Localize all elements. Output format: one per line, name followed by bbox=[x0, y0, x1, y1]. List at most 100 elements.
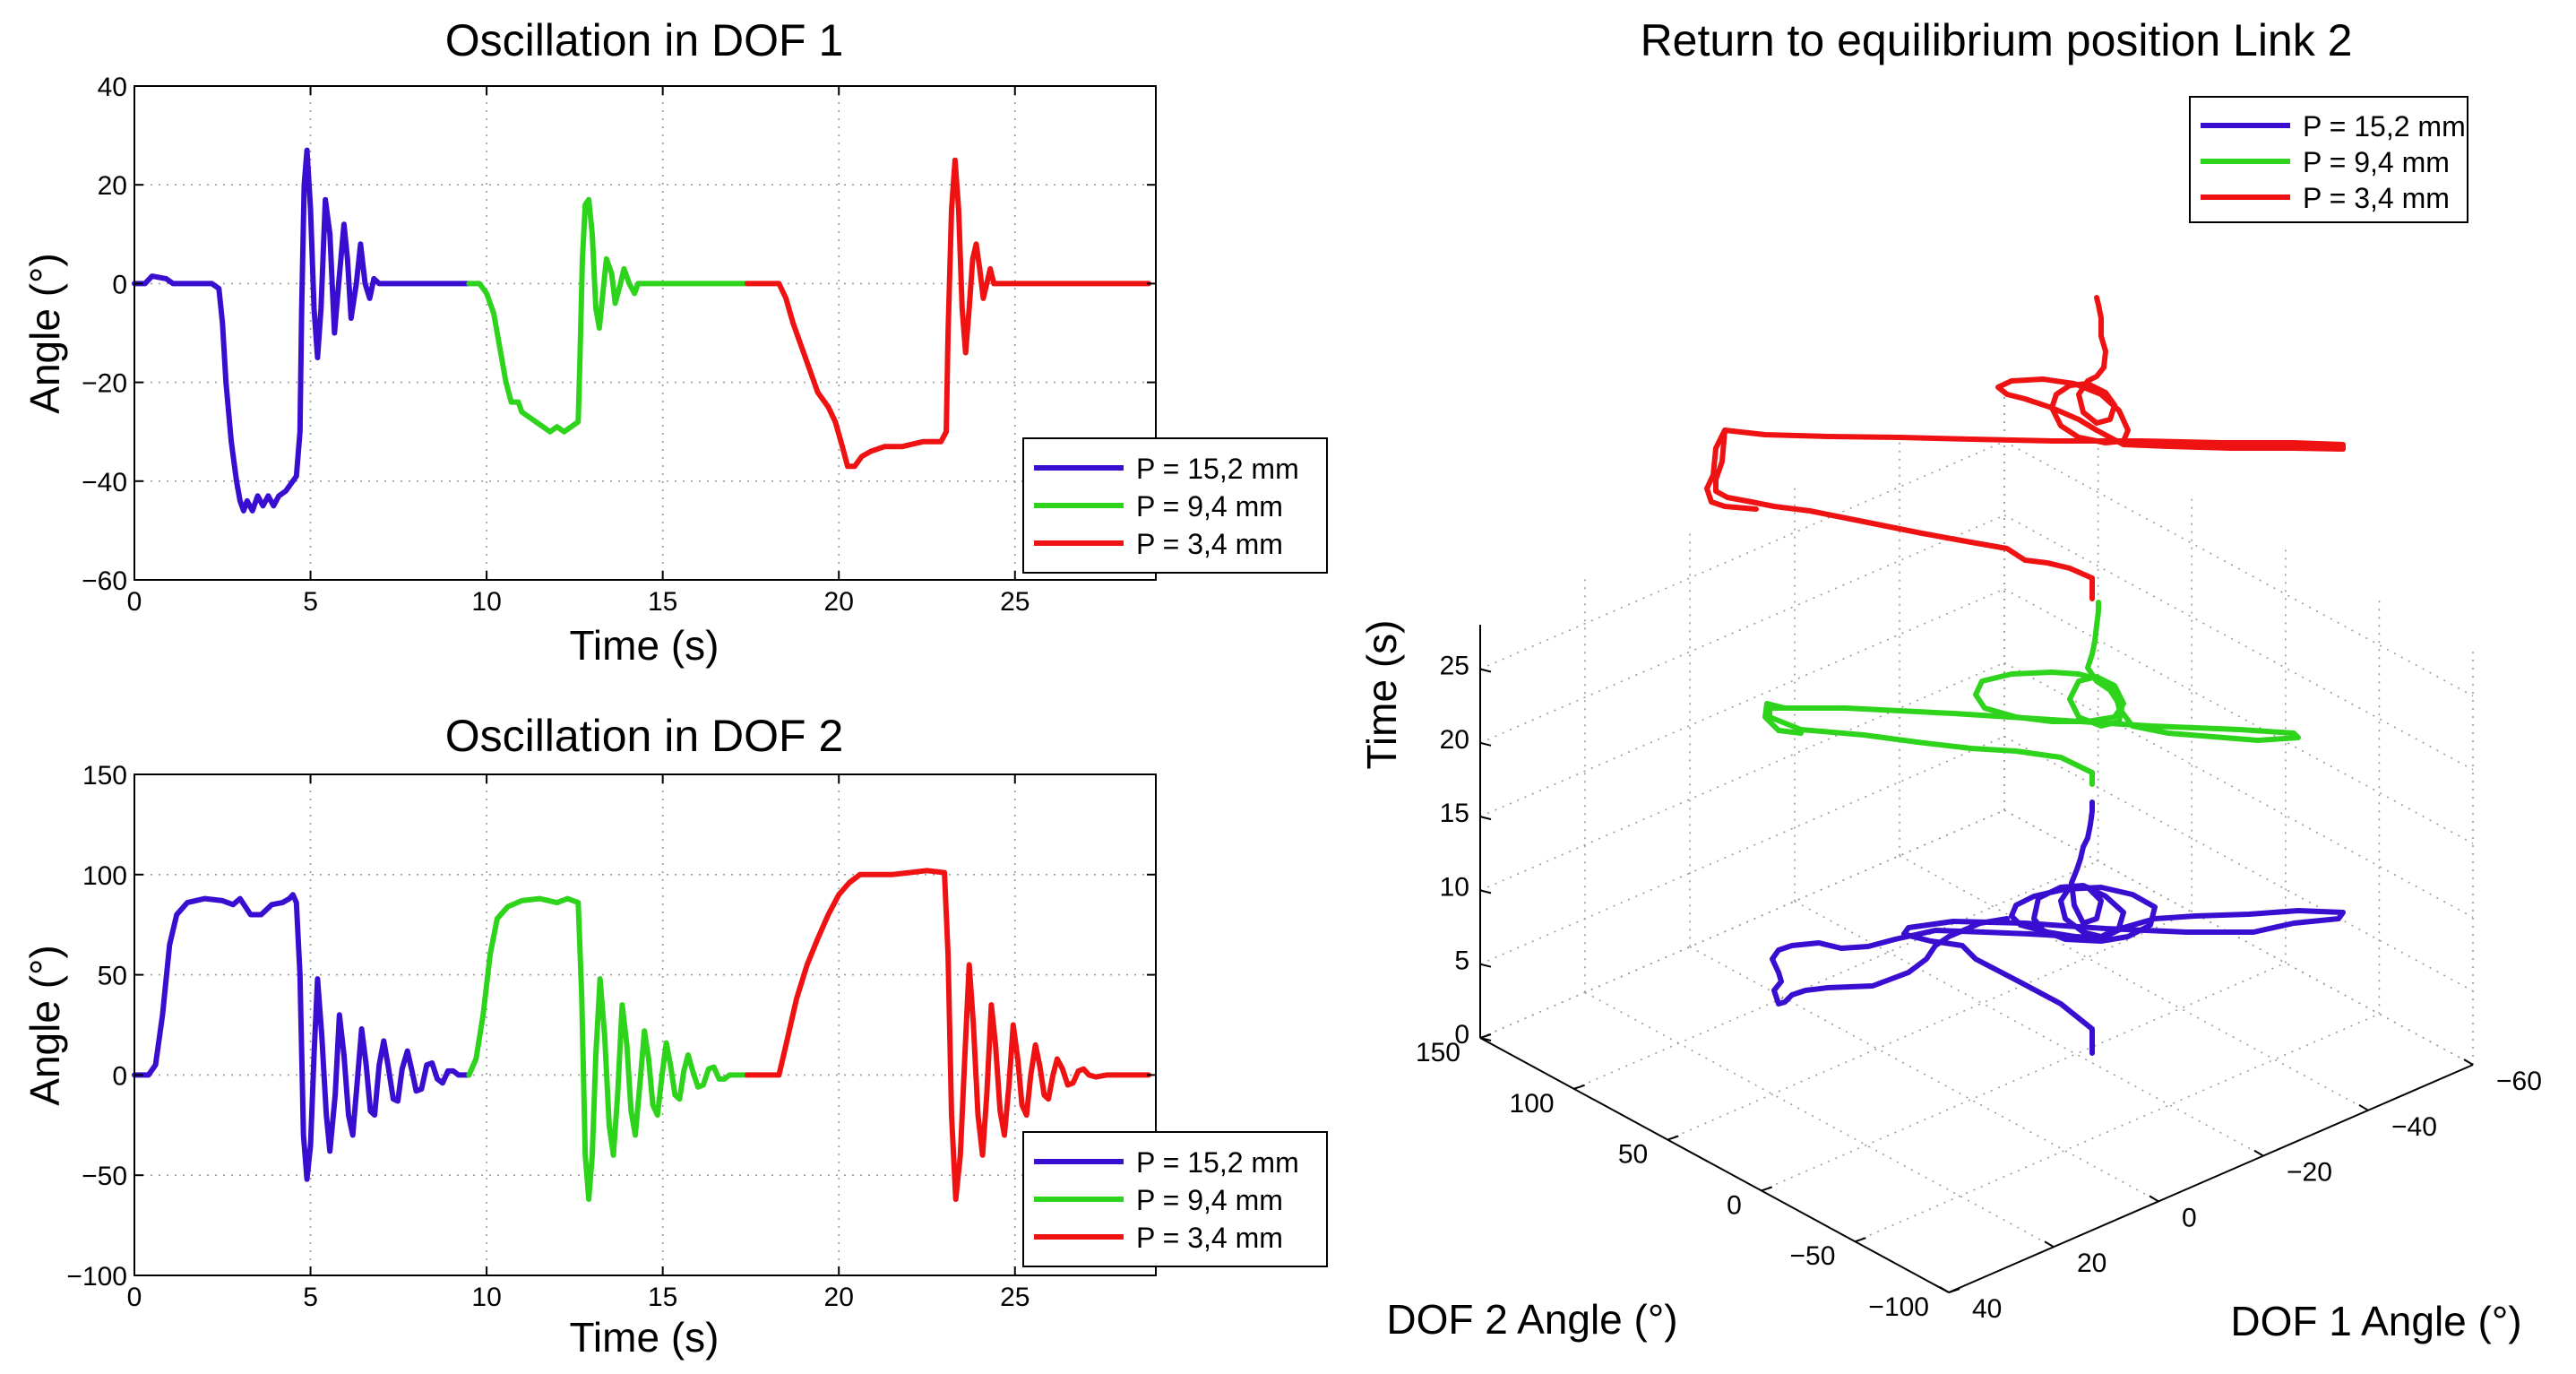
link2-3d-series bbox=[1704, 295, 2346, 1056]
dof1-legend-label-0: P = 15,2 mm bbox=[1136, 453, 1299, 485]
link2-3d-ytick-label: −50 bbox=[1790, 1241, 1836, 1271]
link2-3d-title: Return to equilibrium position Link 2 bbox=[1641, 15, 2353, 65]
dof2-xtick-label: 25 bbox=[1000, 1283, 1030, 1312]
dof2-xtick-label: 15 bbox=[648, 1283, 677, 1312]
link2-3d-xtick-label: −60 bbox=[2496, 1067, 2542, 1096]
dof1-ytick-label: 20 bbox=[98, 171, 127, 201]
dof2-legend-label-0: P = 15,2 mm bbox=[1136, 1146, 1299, 1179]
link2-3d-ytick-mark bbox=[1573, 1084, 1585, 1090]
link2-3d-ytick-label: 50 bbox=[1618, 1140, 1648, 1170]
link2-3d-wall-grid-xh bbox=[1479, 514, 2005, 744]
link2-3d-ztick-mark bbox=[1479, 963, 1492, 968]
dof2-series-line-2 bbox=[745, 868, 1152, 1202]
link2-3d-line-green-hook bbox=[1762, 701, 1839, 736]
dof2-ytick-label: 50 bbox=[98, 962, 127, 991]
link2-3d-xtick-label: −40 bbox=[2391, 1112, 2437, 1142]
dof2-ticks: 0 5 10 15 20 25 −100 −50 0 50 100 150 bbox=[66, 761, 1156, 1312]
dof2-ylabel: Angle (°) bbox=[22, 945, 68, 1105]
dof1-series bbox=[132, 147, 1152, 514]
link2-3d-ytick-mark bbox=[1761, 1186, 1773, 1192]
link2-3d-floor-grid-y bbox=[1667, 911, 2193, 1141]
dof2-xtick-label: 10 bbox=[471, 1283, 501, 1312]
link2-3d-axis-y bbox=[1479, 1037, 1950, 1293]
link2-3d-floor-grid-x bbox=[1689, 946, 2159, 1203]
dof1-series-line-0 bbox=[132, 147, 472, 514]
dof1-legend-label-2: P = 3,4 mm bbox=[1136, 528, 1283, 560]
link2-3d-legend-label-2: P = 3,4 mm bbox=[2303, 182, 2450, 214]
dof2-ytick-label: −100 bbox=[66, 1262, 127, 1292]
link2-3d-floor-grid-y bbox=[1855, 1013, 2380, 1242]
dof1-ytick-label: −20 bbox=[82, 369, 127, 399]
link2-3d-wall-grid-xh bbox=[1479, 588, 2005, 817]
dof1-ytick-label: 40 bbox=[98, 73, 127, 102]
dof1-ytick-label: 0 bbox=[112, 270, 127, 299]
dof2-ytick-label: 0 bbox=[112, 1061, 127, 1091]
link2-3d-ytick-label: 100 bbox=[1510, 1089, 1555, 1119]
link2-3d-ztick-label: 10 bbox=[1440, 872, 1469, 902]
dof1-ytick-label: −40 bbox=[82, 468, 127, 497]
link2-3d-xtick-mark bbox=[2044, 1240, 2055, 1249]
dof1-xtick-label: 10 bbox=[471, 587, 501, 617]
dof1-grid bbox=[134, 86, 1156, 580]
link2-3d-wall-grid-yh bbox=[2003, 661, 2474, 919]
link2-3d-ytick-mark bbox=[1479, 1033, 1492, 1039]
dof1-ytick-label: −60 bbox=[82, 566, 127, 596]
link2-3d-ztick-mark bbox=[1479, 889, 1492, 894]
link2-3d-ylabel: DOF 2 Angle (°) bbox=[1386, 1296, 1677, 1343]
link2-3d-ztick-label: 20 bbox=[1440, 725, 1469, 755]
link2-3d-floor-grid-y bbox=[1761, 962, 2287, 1192]
link2-3d-floor-grid-x bbox=[1584, 991, 2055, 1248]
link2-3d-xtick-label: 0 bbox=[2182, 1203, 2197, 1232]
dof1-ticks: 0 5 10 15 20 25 −60 −40 −20 0 20 40 bbox=[82, 73, 1156, 617]
dof1-xtick-label: 15 bbox=[648, 587, 677, 617]
dof2-title: Oscillation in DOF 2 bbox=[445, 711, 844, 761]
dof1-xtick-label: 20 bbox=[824, 587, 854, 617]
link2-3d-ztick-label: 5 bbox=[1454, 946, 1469, 976]
link2-3d-ztick-mark bbox=[1479, 1037, 1492, 1041]
dof2-grid bbox=[134, 774, 1156, 1275]
dof2-series-line-0 bbox=[132, 892, 472, 1182]
dof2-xtick-label: 5 bbox=[303, 1283, 318, 1312]
dof1-xtick-label: 5 bbox=[303, 587, 318, 617]
link2-3d-wall-grid-yh bbox=[2003, 588, 2474, 844]
link2-3d-zlabel: Time (s) bbox=[1358, 620, 1405, 770]
link2-3d-wall-grid-yh bbox=[2003, 735, 2474, 992]
link2-3d-axis-x bbox=[1948, 1064, 2474, 1293]
dof2-panel: Oscillation in DOF 2 0 5 10 15 20 25 −100 −50 0 5… bbox=[22, 711, 1328, 1361]
link2-3d-line-blue-tail bbox=[1770, 916, 2095, 1007]
dof2-axes-box bbox=[134, 773, 1157, 1276]
dof1-axes-box bbox=[134, 85, 1157, 581]
dof1-ylabel: Angle (°) bbox=[22, 253, 68, 413]
link2-3d-legend-label-1: P = 9,4 mm bbox=[2303, 146, 2450, 178]
dof2-ytick-label: −50 bbox=[82, 1162, 127, 1191]
link2-3d-panel: Return to equilibrium position Link 2 0 5… bbox=[1358, 15, 2542, 1344]
link2-3d-xtick-label: 40 bbox=[1972, 1294, 2002, 1324]
link2-3d-xtick-label: 20 bbox=[2077, 1249, 2106, 1278]
dof1-series-line-1 bbox=[466, 196, 750, 435]
link2-3d-legend: P = 15,2 mm P = 9,4 mm P = 3,4 mm bbox=[2189, 96, 2468, 223]
link2-3d-xtick-mark bbox=[1939, 1286, 1950, 1293]
dof2-ytick-label: 150 bbox=[82, 761, 127, 791]
link2-3d-wall-grid-xh bbox=[1479, 735, 2005, 965]
link2-3d-legend-label-0: P = 15,2 mm bbox=[2303, 110, 2466, 143]
link2-3d-wall-grid-xh bbox=[1479, 809, 2005, 1039]
link2-3d-line-green bbox=[1767, 600, 2301, 787]
dof1-xtick-label: 25 bbox=[1000, 587, 1030, 617]
dof2-xtick-label: 0 bbox=[127, 1283, 142, 1312]
link2-3d-ytick-mark bbox=[1948, 1288, 1960, 1293]
dof1-legend: P = 15,2 mm P = 9,4 mm P = 3,4 mm bbox=[1022, 437, 1328, 574]
link2-3d-wall-grid-yh bbox=[2003, 440, 2474, 697]
dof1-xlabel: Time (s) bbox=[570, 622, 719, 669]
link2-3d-axes bbox=[1479, 625, 2474, 1293]
dof2-series-line-1 bbox=[466, 895, 750, 1202]
dof1-series-line-2 bbox=[745, 157, 1152, 470]
link2-3d-ztick-label: 15 bbox=[1440, 799, 1469, 828]
link2-3d-floor-grid-y bbox=[1573, 860, 2098, 1090]
dof2-legend-label-1: P = 9,4 mm bbox=[1136, 1184, 1283, 1216]
link2-3d-ytick-mark bbox=[1667, 1135, 1679, 1141]
link2-3d-ytick-mark bbox=[1855, 1237, 1866, 1243]
link2-3d-xlabel: DOF 1 Angle (°) bbox=[2230, 1298, 2521, 1344]
dof2-xtick-label: 20 bbox=[824, 1283, 854, 1312]
link2-3d-xtick-mark bbox=[2358, 1103, 2369, 1111]
dof1-panel: Oscillation in DOF 1 0 5 10 15 20 25 −60 −40 −20… bbox=[22, 15, 1328, 669]
